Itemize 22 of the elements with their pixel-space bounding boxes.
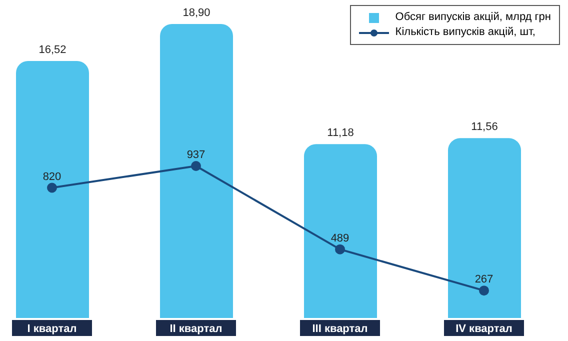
data-label: 11,18 <box>327 127 354 140</box>
bar <box>448 138 521 318</box>
bar <box>16 61 89 318</box>
data-label: 489 <box>330 232 350 244</box>
point <box>47 182 57 193</box>
x-tick-label: III квартал <box>312 323 368 335</box>
point <box>335 244 345 254</box>
bar <box>304 144 377 318</box>
data-label: 18,90 <box>182 7 210 19</box>
point <box>479 286 489 296</box>
point <box>191 161 201 172</box>
legend-label: Кількість випусків акцій, шт, <box>395 25 536 40</box>
x-tick-label: I квартал <box>27 323 77 335</box>
legend-label: Обсяг випусків акцій, млрд грн <box>395 10 551 25</box>
data-label: 11,56 <box>471 121 498 134</box>
x-tick-label: II квартал <box>170 323 222 335</box>
bar <box>160 24 233 318</box>
data-label: 937 <box>186 149 206 162</box>
data-label: 16,52 <box>38 44 66 56</box>
data-label: 820 <box>42 170 62 183</box>
data-label: 267 <box>474 274 494 286</box>
x-tick-label: IV квартал <box>456 323 512 335</box>
